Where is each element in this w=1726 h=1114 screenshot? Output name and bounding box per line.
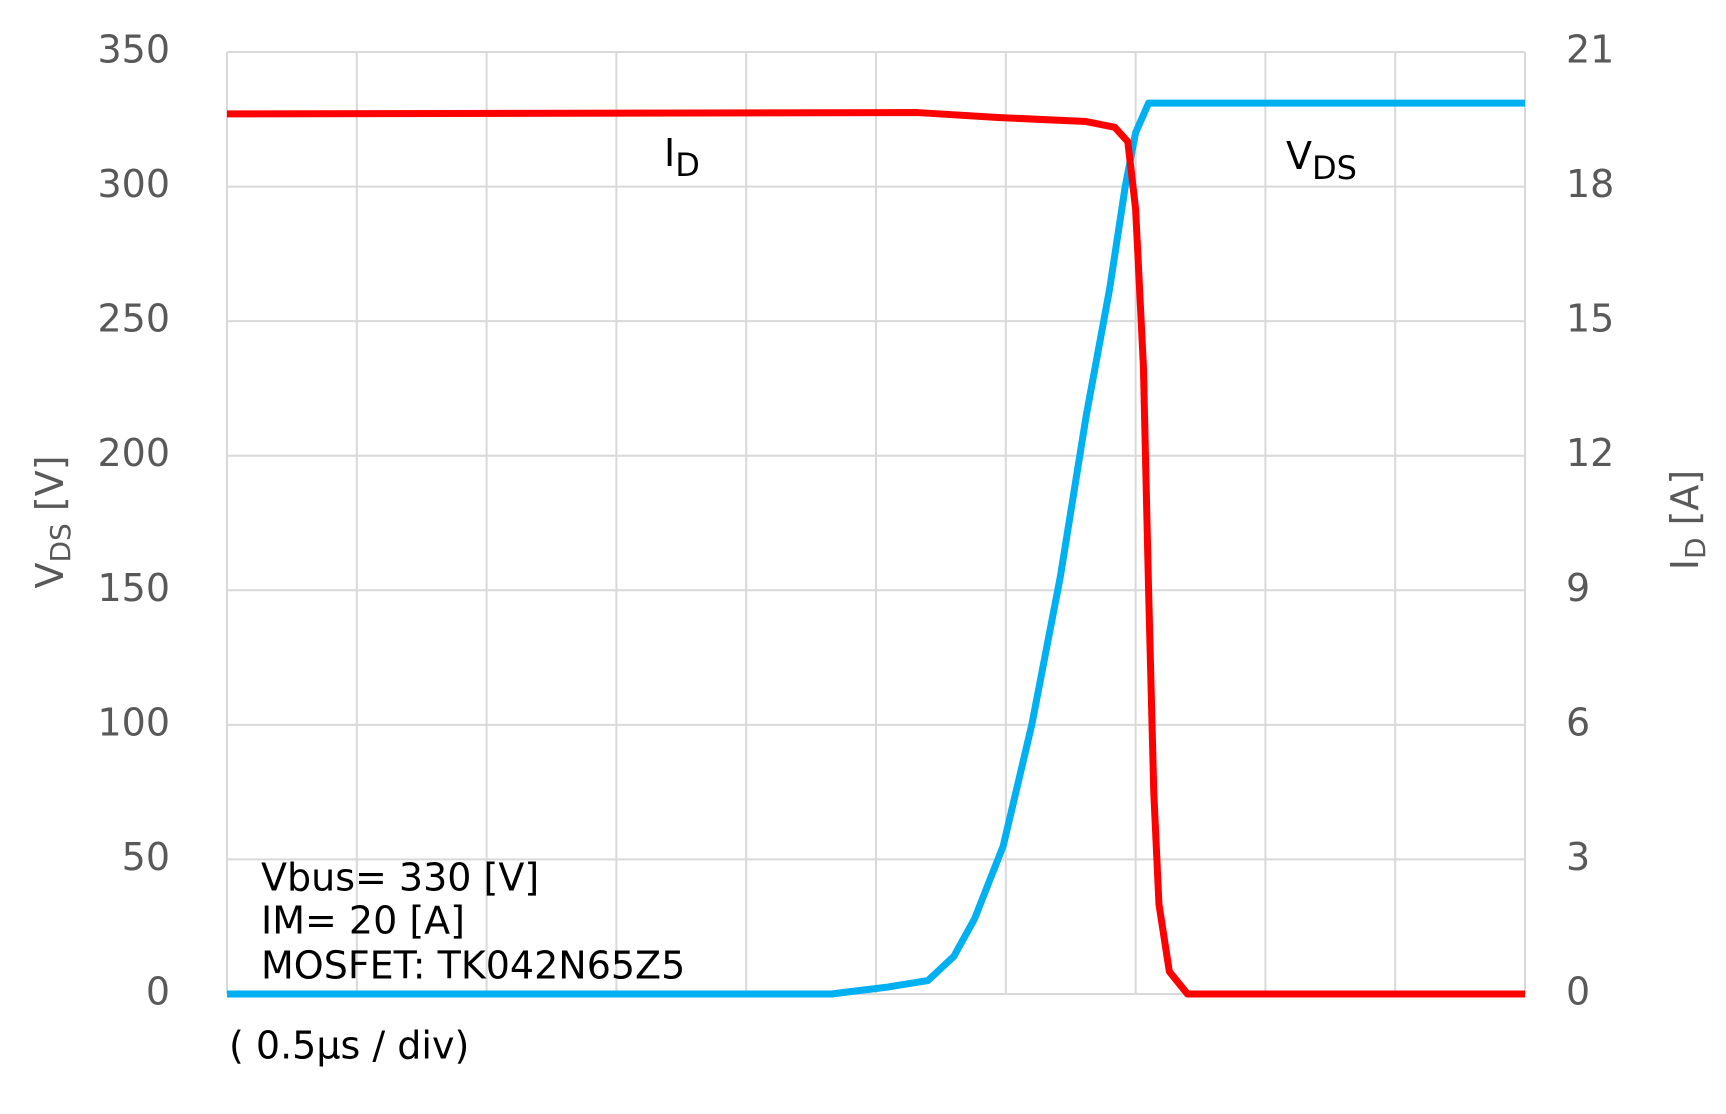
y-tick-label: 100 [97,700,170,744]
grid [226,51,1526,995]
y-label-unit: [V] [28,455,72,523]
series-label-sub: DS [1312,149,1357,187]
annotation: MOSFET: TK042N65Z5 [261,944,685,988]
series-label-sub: D [675,146,700,184]
annotation: IM= 20 [A] [261,899,465,943]
y-label-sub: DS [44,523,77,562]
series-label-main: I [664,131,675,175]
series-label: ID [664,131,700,185]
y-tick-label: 0 [146,970,170,1014]
y2-label-unit: [A] [1663,470,1707,538]
y2-tick-label: 15 [1566,297,1614,341]
y-tick-label: 250 [97,297,170,341]
y-tick-label: 50 [122,835,170,879]
series-label-main: V [1286,134,1312,178]
y-tick-label: 350 [97,28,170,72]
y2-tick-label: 6 [1566,700,1590,744]
x-axis-label: ( 0.5μs / div) [229,1024,469,1068]
lines [226,99,1525,998]
y2-axis-label: ID [A] [1663,470,1713,571]
y-tick-label: 150 [97,566,170,610]
y2-tick-label: 3 [1566,835,1590,879]
y2-tick-label: 0 [1566,970,1590,1014]
annotation: Vbus= 330 [V] [261,856,539,900]
y2-tick-label: 21 [1566,28,1614,72]
series-line [226,109,1525,998]
y-label-main: V [28,563,72,589]
y2-label-sub: D [1679,537,1712,559]
y2-tick-label: 12 [1566,431,1614,475]
y-tick-label: 200 [97,431,170,475]
y2-label-main: I [1663,559,1707,570]
y-tick-label: 300 [97,162,170,206]
y2-tick-label: 9 [1566,566,1590,610]
y2-tick-label: 18 [1566,162,1614,206]
series-label: VDS [1286,134,1357,188]
y-axis-label: VDS [V] [28,455,78,588]
